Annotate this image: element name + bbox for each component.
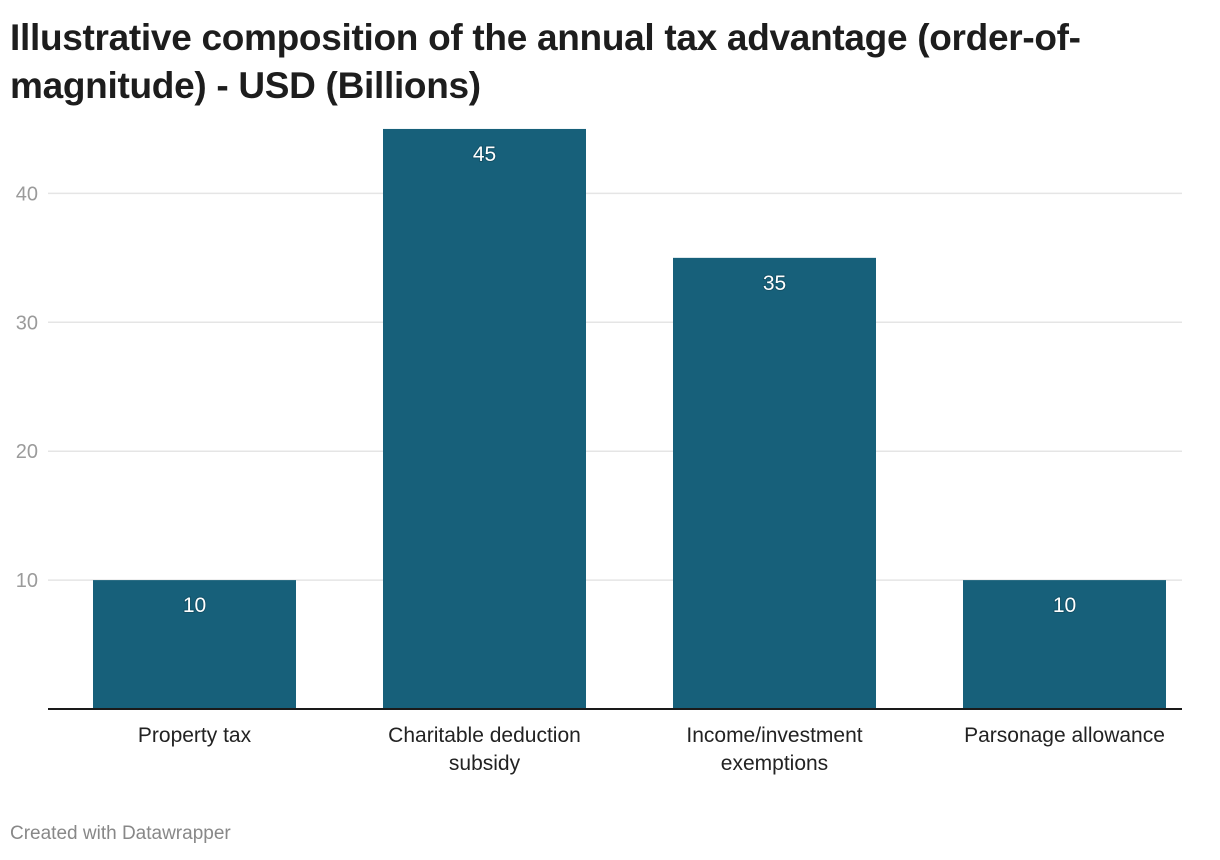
x-category-label: Income/investment exemptions <box>686 724 862 775</box>
x-category-label: Charitable deduction subsidy <box>388 724 581 775</box>
y-tick-label: 30 <box>16 312 38 334</box>
bar <box>93 580 296 709</box>
chart-title: Illustrative composition of the annual t… <box>10 17 1081 106</box>
bar-value-label: 10 <box>183 594 206 617</box>
footer-credit: Created with Datawrapper <box>10 823 231 844</box>
y-tick-label: 20 <box>16 441 38 463</box>
y-tick-label: 40 <box>16 183 38 205</box>
bar-value-label: 10 <box>1053 594 1076 617</box>
x-category-label: Property tax <box>138 724 252 747</box>
bar-value-label: 35 <box>763 272 786 295</box>
bar <box>673 257 876 709</box>
y-tick-label: 10 <box>16 570 38 592</box>
x-category-label: Parsonage allowance <box>964 724 1165 747</box>
bar-value-label: 45 <box>473 143 496 166</box>
bar <box>963 580 1166 709</box>
bar <box>383 128 586 709</box>
